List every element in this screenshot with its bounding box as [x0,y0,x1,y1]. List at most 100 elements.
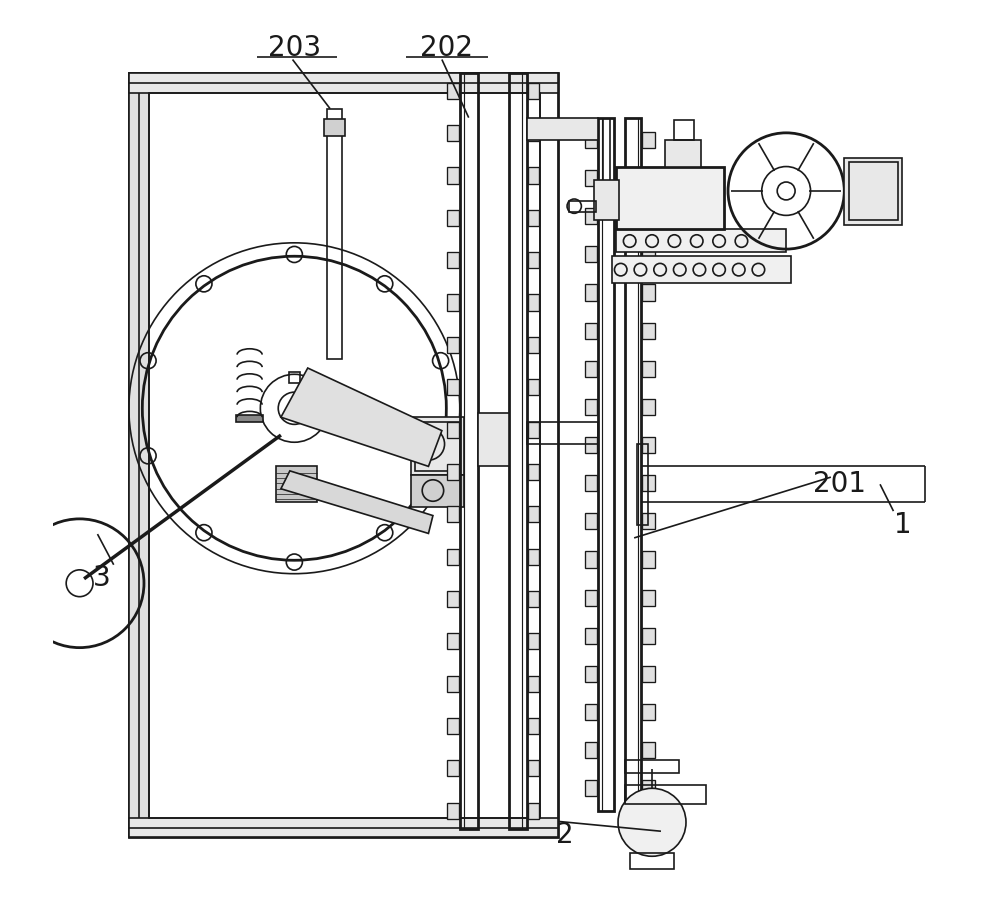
Bar [642,323,655,339]
Bar [527,422,598,444]
Bar [447,761,459,777]
Bar [642,208,655,224]
Bar [447,549,459,564]
Bar [411,417,464,475]
Bar [642,247,655,263]
Bar [129,818,558,838]
Bar [642,552,655,568]
Bar [585,780,597,797]
Bar [585,589,597,605]
Text: 3: 3 [93,564,111,592]
Bar [585,170,597,187]
Bar [149,92,540,818]
Text: 201: 201 [813,470,866,498]
Bar [637,444,648,525]
Bar [509,73,527,829]
Bar [585,552,597,568]
Bar [447,125,459,141]
Bar [528,506,539,522]
Bar [447,252,459,268]
Bar [327,109,342,359]
Bar [616,167,724,230]
Bar [528,718,539,734]
Bar [642,704,655,720]
Bar [585,437,597,453]
Bar [447,379,459,396]
Bar [528,761,539,777]
Polygon shape [281,368,442,466]
Bar [324,119,345,135]
Bar [585,666,597,682]
Bar [585,208,597,224]
Bar [528,803,539,819]
Bar [642,284,655,300]
Bar [642,513,655,529]
Bar [289,372,300,383]
Bar [528,168,539,184]
Bar [642,742,655,758]
Bar [528,294,539,310]
Bar [447,422,459,438]
Circle shape [618,788,686,857]
Bar [674,120,694,140]
Bar [447,633,459,649]
Bar [528,549,539,564]
Bar [569,201,596,212]
Bar [642,475,655,492]
Bar [411,475,464,507]
Bar [528,337,539,353]
Bar [642,132,655,148]
Text: 1: 1 [894,510,911,538]
Bar [447,294,459,310]
Bar [585,132,597,148]
Bar [642,589,655,605]
Bar [642,628,655,644]
Bar [612,257,791,283]
Bar [528,125,539,141]
Bar [598,118,614,811]
Bar [527,118,598,140]
Bar [585,628,597,644]
Bar [585,284,597,300]
Text: 203: 203 [268,34,321,62]
Bar [630,853,674,869]
Bar [585,247,597,263]
Bar [528,591,539,607]
Bar [447,464,459,480]
Bar [528,379,539,396]
Bar [642,666,655,682]
Text: 202: 202 [420,34,473,62]
Bar [276,466,317,502]
Bar [528,252,539,268]
Bar [447,168,459,184]
Text: 2: 2 [556,821,573,849]
Bar [478,413,509,466]
Bar [585,361,597,377]
Bar [585,704,597,720]
Bar [665,140,701,167]
Bar [129,73,558,92]
Bar [642,399,655,415]
Bar [528,633,539,649]
Bar [528,83,539,99]
Bar [447,591,459,607]
Polygon shape [281,471,433,534]
Bar [849,162,898,221]
Bar [625,760,679,773]
Bar [528,422,539,438]
Bar [585,323,597,339]
Bar [642,170,655,187]
Bar [447,506,459,522]
Bar [415,422,460,471]
Bar [447,718,459,734]
Bar [129,73,149,838]
Bar [616,230,786,252]
Bar [625,118,641,811]
Bar [447,210,459,226]
Bar [129,73,558,838]
Bar [447,803,459,819]
Bar [447,83,459,99]
Bar [528,464,539,480]
Bar [642,780,655,797]
Bar [585,742,597,758]
